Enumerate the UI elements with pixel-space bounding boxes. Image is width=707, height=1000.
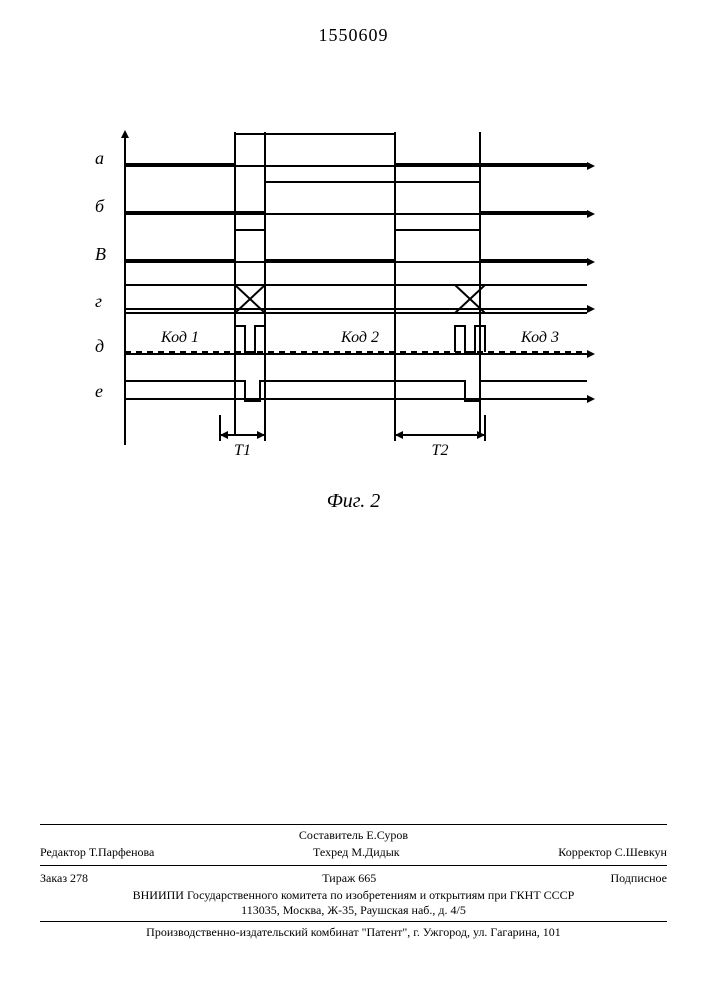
compiler: Составитель Е.Суров [40, 828, 667, 843]
figure-label: Фиг. 2 [0, 490, 707, 513]
svg-text:Код 1: Код 1 [160, 329, 199, 346]
printer: Производственно-издательский комбинат "П… [40, 925, 667, 940]
timing-diagram: а б Вг д е Код 1 Код 2 Код 3 Т1 Т2 [85, 130, 595, 480]
corrector: Корректор С.Шевкун [558, 845, 667, 860]
svg-text:д: д [95, 336, 104, 356]
svg-text:е: е [95, 381, 103, 401]
org-line2: 113035, Москва, Ж-35, Раушская наб., д. … [40, 903, 667, 918]
subscription: Подписное [610, 871, 667, 886]
order: Заказ 278 [40, 871, 88, 886]
org-line1: ВНИИПИ Государственного комитета по изоб… [40, 888, 667, 903]
footer-block: Составитель Е.Суров Редактор Т.Парфенова… [40, 821, 667, 940]
svg-text:а: а [95, 148, 104, 168]
circulation: Тираж 665 [322, 871, 376, 886]
svg-text:г: г [95, 291, 102, 311]
svg-text:Т1: Т1 [234, 442, 251, 459]
svg-text:б: б [95, 196, 105, 216]
svg-text:Т2: Т2 [432, 442, 449, 459]
editor: Редактор Т.Парфенова [40, 845, 154, 860]
tech: Техред М.Дидык [313, 845, 400, 860]
svg-text:В: В [95, 244, 106, 264]
page-number: 1550609 [0, 0, 707, 46]
svg-text:Код 2: Код 2 [340, 329, 379, 346]
svg-text:Код 3: Код 3 [520, 329, 559, 346]
